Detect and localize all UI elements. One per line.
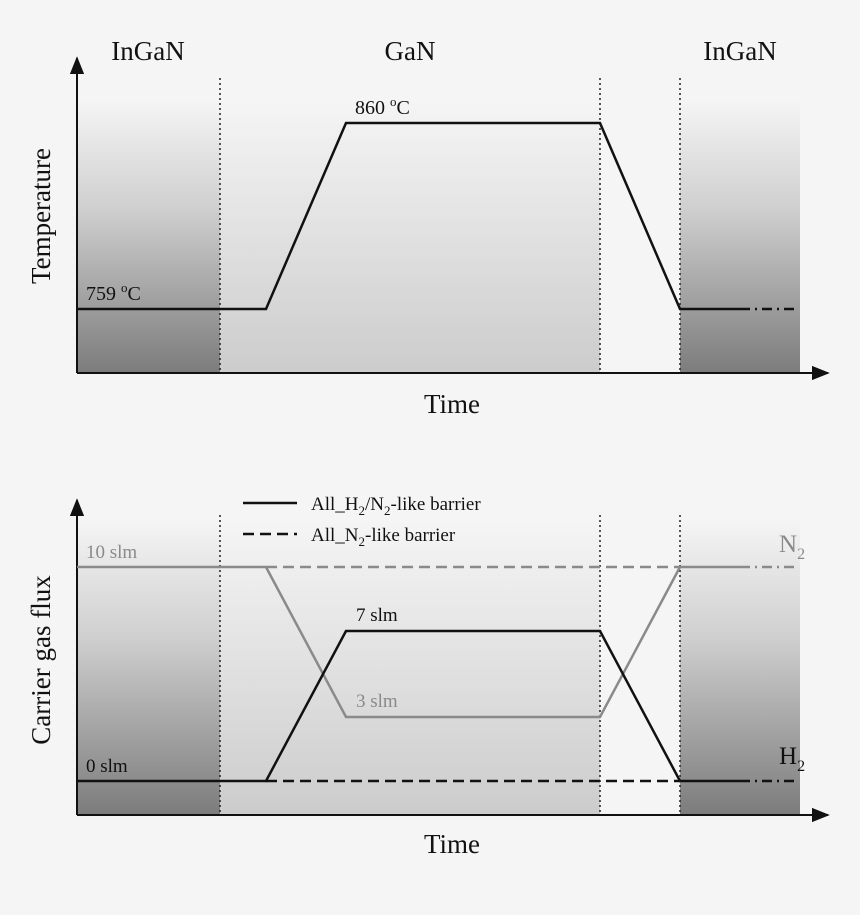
legend: All_H2/N2-like barrier All_N2-like barri… — [243, 494, 481, 549]
h2-series-label: H2 — [779, 743, 805, 775]
h2-peak-label: 7 slm — [356, 605, 398, 626]
top-x-axis-label: Time — [424, 389, 480, 419]
region-label-ingan-left: InGaN — [111, 36, 184, 66]
legend-dashed-label: All_N2-like barrier — [311, 525, 456, 549]
region-label-gan: GaN — [385, 36, 436, 66]
bottom-x-axis-label: Time — [424, 829, 480, 859]
top-ingan-right-shade — [680, 100, 800, 373]
bottom-region-dividers — [219, 515, 681, 815]
top-region-dividers — [219, 78, 681, 373]
legend-solid-label: All_H2/N2-like barrier — [311, 494, 481, 518]
n2-series-label: N2 — [779, 531, 805, 563]
top-y-axis-label: Temperature — [26, 148, 56, 284]
top-gan-shade — [220, 100, 600, 373]
low-temp-label: 759 oC — [86, 280, 141, 305]
n2-dip-label: 3 slm — [356, 691, 398, 712]
bottom-gan-shade — [220, 520, 600, 815]
temperature-profile-line — [77, 121, 740, 311]
h2-low-label: 0 slm — [86, 756, 128, 777]
bottom-ingan-right-shade — [680, 520, 800, 815]
n2-solid-line — [77, 565, 740, 719]
h2-solid-line — [77, 629, 740, 783]
bottom-panel: All_H2/N2-like barrier All_N2-like barri… — [26, 494, 830, 859]
top-ingan-left-shade — [77, 100, 220, 373]
top-panel: InGaN GaN InGaN Temperature Time 759 oC … — [26, 36, 830, 419]
bottom-ingan-left-shade — [77, 520, 220, 815]
region-label-ingan-right: InGaN — [703, 36, 776, 66]
high-temp-label: 860 oC — [355, 94, 410, 119]
bottom-y-axis-label: Carrier gas flux — [26, 575, 56, 745]
n2-high-label: 10 slm — [86, 542, 137, 563]
